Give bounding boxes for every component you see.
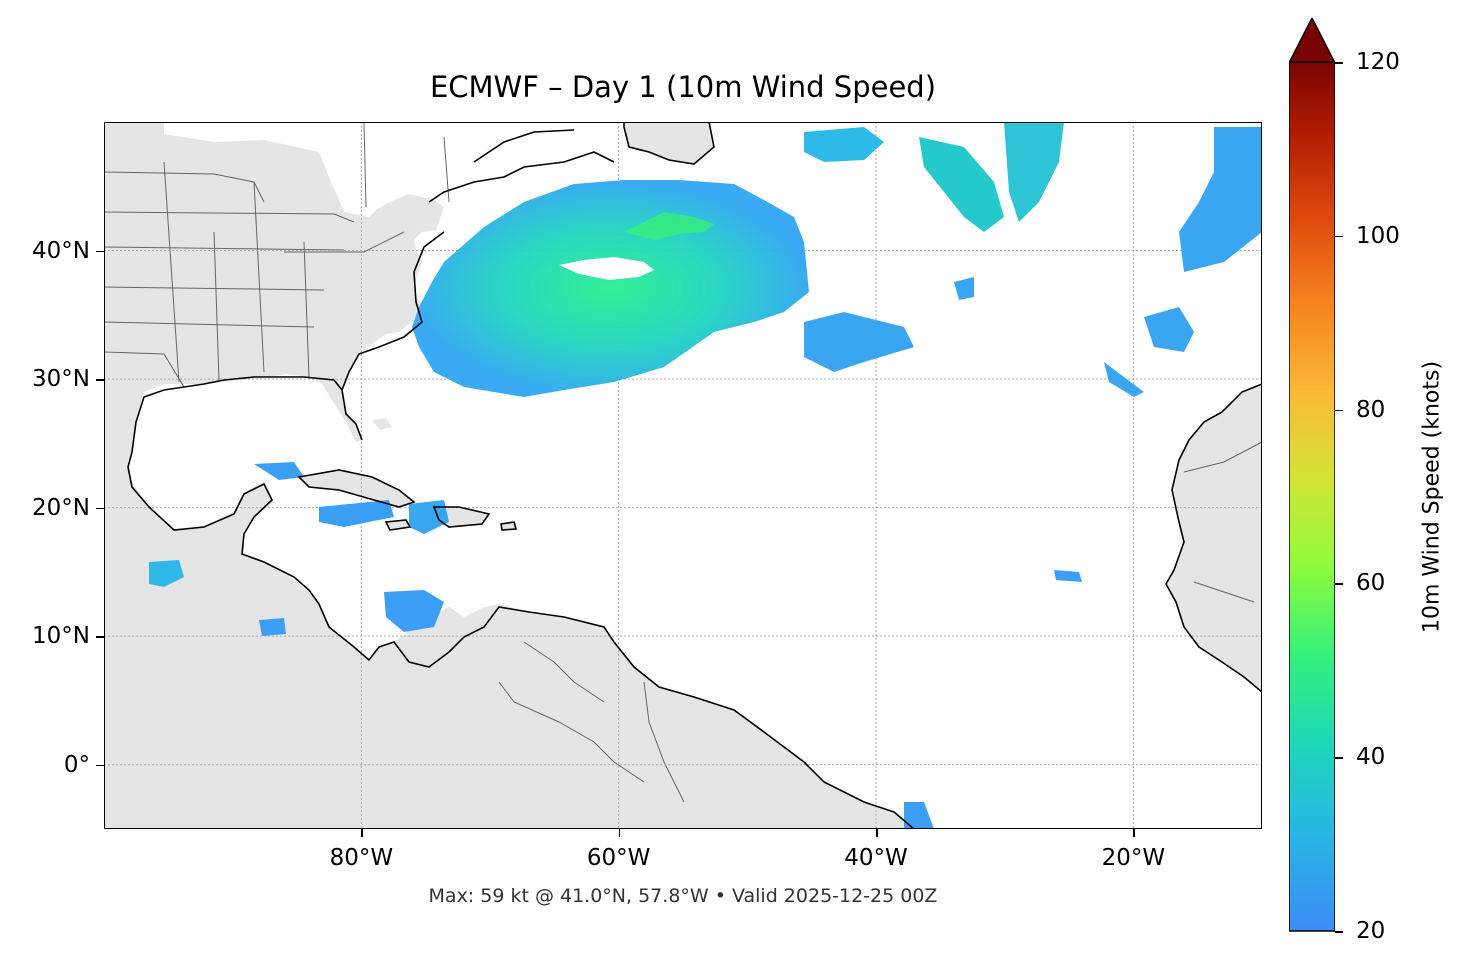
north-america-land [104,122,509,829]
wind-patch-east-6 [1144,307,1194,352]
gridlines [104,122,1262,829]
lon-tick-mark [876,829,878,837]
lat-tick-label: 20°N [32,494,90,521]
colorbar-tick-mark [1335,62,1343,64]
wind-patch-caribbean-3 [409,500,449,534]
newfoundland-land [624,122,714,164]
wind-patch-south [904,802,934,829]
colorbar-tick-label: 60 [1356,570,1386,597]
africa-land [1166,384,1262,692]
lat-tick-label: 30°N [32,366,90,393]
lon-tick-label: 80°W [329,845,394,871]
bahamas-land [372,418,392,430]
colorbar [1289,18,1335,932]
max-wind-caption: Max: 59 kt @ 41.0°N, 57.8°W • Valid 2025… [428,885,938,907]
south-america-land [339,604,914,829]
map-canvas [104,122,1262,829]
lon-tick-mark [361,829,363,837]
wind-patch-east-5 [804,312,914,372]
chart-title: ECMWF – Day 1 (10m Wind Speed) [429,70,937,104]
colorbar-tick-label: 80 [1356,396,1386,423]
storm-jet-core [624,212,714,240]
lon-tick-label: 60°W [586,845,651,871]
wind-patch-east-4 [1179,127,1262,272]
lon-tick-mark [618,829,621,837]
colorbar-tick-mark [1335,235,1343,238]
wind-patch-east-1 [804,127,884,162]
wind-speed-field [149,122,1262,829]
wind-patch-central-america [149,560,184,587]
wind-patch-caribbean-4 [384,590,444,632]
colorbar-extend-arrow [1289,18,1335,64]
colorbar-tick-mark [1335,931,1343,933]
lat-tick-mark [96,250,104,253]
colorbar-tick-mark [1335,583,1343,585]
lat-tick-label: 0° [63,751,90,778]
lat-tick-mark [96,764,104,767]
colorbar-tick-mark [1335,757,1343,759]
lat-tick-mark [96,507,104,510]
wind-patch-caribbean-1 [254,462,304,480]
coastline-layer [127,122,1262,829]
colorbar-tick-label: 20 [1356,918,1386,944]
lat-tick-label: 10°N [32,623,90,650]
land-layer [104,122,1262,829]
colorbar-gradient [1289,61,1335,932]
wind-patch-east-2 [919,137,1004,232]
wind-patch-east-8 [954,277,974,300]
wind-patch-east-7 [1104,362,1144,397]
map-panel[interactable] [104,122,1262,829]
colorbar-tick-label: 100 [1356,222,1400,249]
lat-tick-mark [96,636,104,638]
storm-calm-core [559,257,654,280]
lon-tick-label: 40°W [844,845,908,871]
cuba-land [299,470,414,507]
wind-patch-atlantic-small [1054,570,1082,582]
wind-patch-pacific [259,618,286,636]
colorbar-tick-mark [1335,409,1343,412]
wind-patch-east-3 [1004,122,1064,222]
colorbar-tick-label: 40 [1356,744,1386,771]
colorbar-tick-label: 120 [1356,49,1400,75]
lat-tick-mark [96,379,104,381]
lon-tick-mark [1133,829,1135,837]
wind-patch-caribbean-2 [319,500,394,527]
storm-wind-field [412,180,809,397]
colorbar-label: 10m Wind Speed (knots) [1419,360,1445,634]
lat-tick-label: 40°N [32,237,90,264]
lon-tick-label: 20°W [1101,845,1166,871]
